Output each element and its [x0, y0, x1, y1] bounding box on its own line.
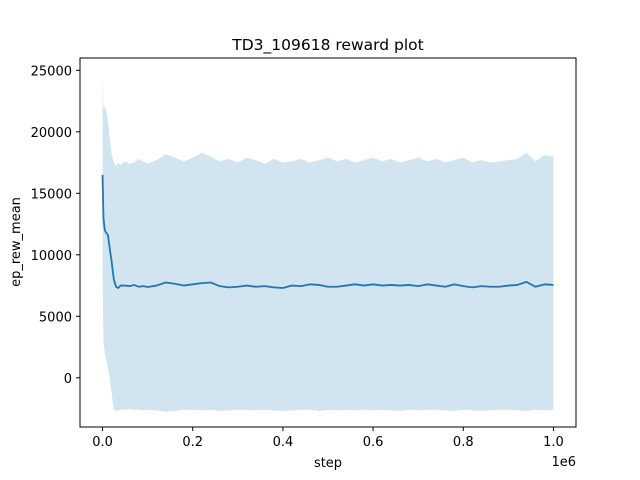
- x-axis-label: step: [314, 456, 342, 471]
- x-axis-offset-label: 1e6: [551, 455, 576, 470]
- series-0-mean-line: [101, 174, 554, 289]
- y-tick-label: 20000: [31, 126, 72, 141]
- x-tick-label: 0.4: [273, 435, 294, 450]
- series-0-std-band: [102, 76, 554, 412]
- y-tick-label: 5000: [39, 310, 72, 325]
- y-tick-label: 25000: [31, 64, 72, 79]
- axes-frame: [79, 57, 577, 428]
- x-tick-label: 1.0: [543, 435, 564, 450]
- x-tick-label: 0.0: [92, 435, 113, 450]
- y-axis: 0 5000 10000 15000 20000 25000: [31, 64, 80, 387]
- x-axis: 0.0 0.2 0.4 0.6 0.8 1.0: [92, 427, 564, 450]
- plot-area: [101, 76, 554, 412]
- chart-title: TD3_109618 reward plot: [231, 36, 423, 55]
- x-tick-label: 0.8: [453, 435, 474, 450]
- y-tick-label: 15000: [31, 187, 72, 202]
- y-tick-label: 0: [64, 372, 72, 387]
- y-tick-label: 10000: [31, 249, 72, 264]
- x-tick-label: 0.2: [182, 435, 203, 450]
- x-tick-label: 0.6: [363, 435, 384, 450]
- y-axis-label: ep_rew_mean: [9, 197, 24, 287]
